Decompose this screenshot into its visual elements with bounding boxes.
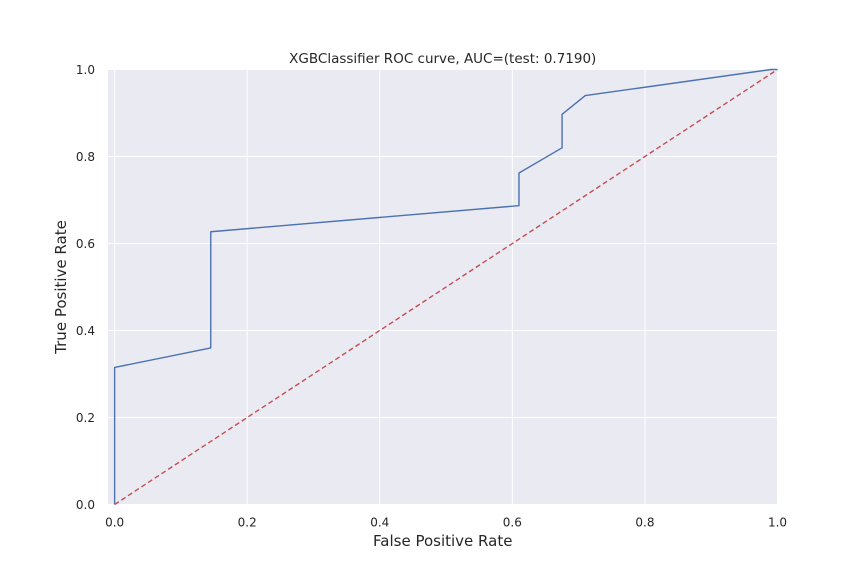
x-axis-title: False Positive Rate [373,532,512,550]
x-tick-labels: 0.0 0.2 0.4 0.6 0.8 1.0 [105,516,787,530]
y-tick-label: 0.0 [76,498,95,512]
y-axis-title: True Positive Rate [52,220,70,355]
y-tick-labels: 0.0 0.2 0.4 0.6 0.8 1.0 [76,63,95,512]
y-tick-label: 0.4 [76,324,95,338]
x-tick-label: 0.0 [105,516,124,530]
x-tick-label: 0.4 [370,516,389,530]
y-tick-label: 0.6 [76,237,95,251]
baseline-diagonal-line [114,68,778,506]
y-tick-label: 1.0 [76,63,95,77]
x-tick-label: 1.0 [768,516,787,530]
y-tick-label: 0.8 [76,150,95,164]
series-group [113,68,778,506]
grid-lines [108,69,778,505]
x-tick-label: 0.6 [503,516,522,530]
x-tick-label: 0.2 [238,516,257,530]
x-tick-label: 0.8 [635,516,654,530]
chart-title: XGBClassifier ROC curve, AUC=(test: 0.71… [289,51,596,67]
roc-curve-line [113,68,778,505]
y-tick-label: 0.2 [76,411,95,425]
